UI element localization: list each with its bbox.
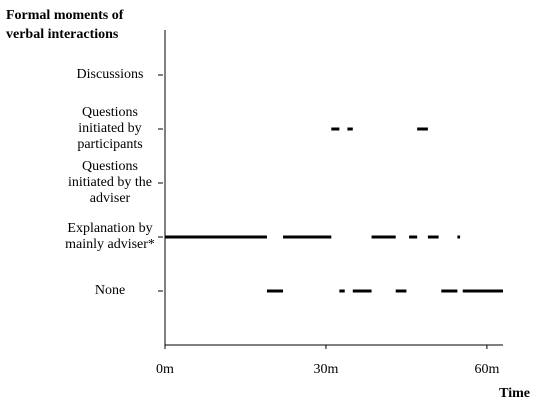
x-tick-label: 30m [314, 362, 339, 377]
segment [409, 235, 418, 239]
segment [165, 235, 267, 239]
y-tick-label: initiated by the [68, 175, 152, 190]
segment [417, 127, 428, 131]
y-tick-label: Questions [82, 105, 138, 120]
segment [266, 289, 284, 293]
y-tick-label: adviser [90, 191, 131, 206]
segment [331, 127, 340, 131]
x-tick-label: 0m [156, 362, 174, 377]
segment [395, 289, 407, 293]
segment [283, 235, 332, 239]
y-tick-label: Explanation by [67, 221, 152, 236]
segment [371, 235, 396, 239]
y-tick-label: mainly adviser* [65, 237, 155, 252]
segment [457, 235, 461, 239]
y-tick-label: Questions [82, 159, 138, 174]
y-tick-label: None [95, 283, 125, 298]
segment [352, 289, 372, 293]
segment [441, 289, 458, 293]
segment [462, 289, 503, 293]
y-tick-label: Discussions [77, 67, 144, 82]
x-axis-label: Time [499, 386, 530, 401]
y-axis-label: verbal interactions [6, 27, 119, 42]
y-tick-label: initiated by [78, 121, 141, 136]
y-tick-label: participants [77, 137, 142, 152]
x-tick-label: 60m [474, 362, 499, 377]
segment [339, 289, 345, 293]
y-axis-label: Formal moments of [6, 8, 124, 23]
segment [427, 235, 439, 239]
segment [347, 127, 353, 131]
